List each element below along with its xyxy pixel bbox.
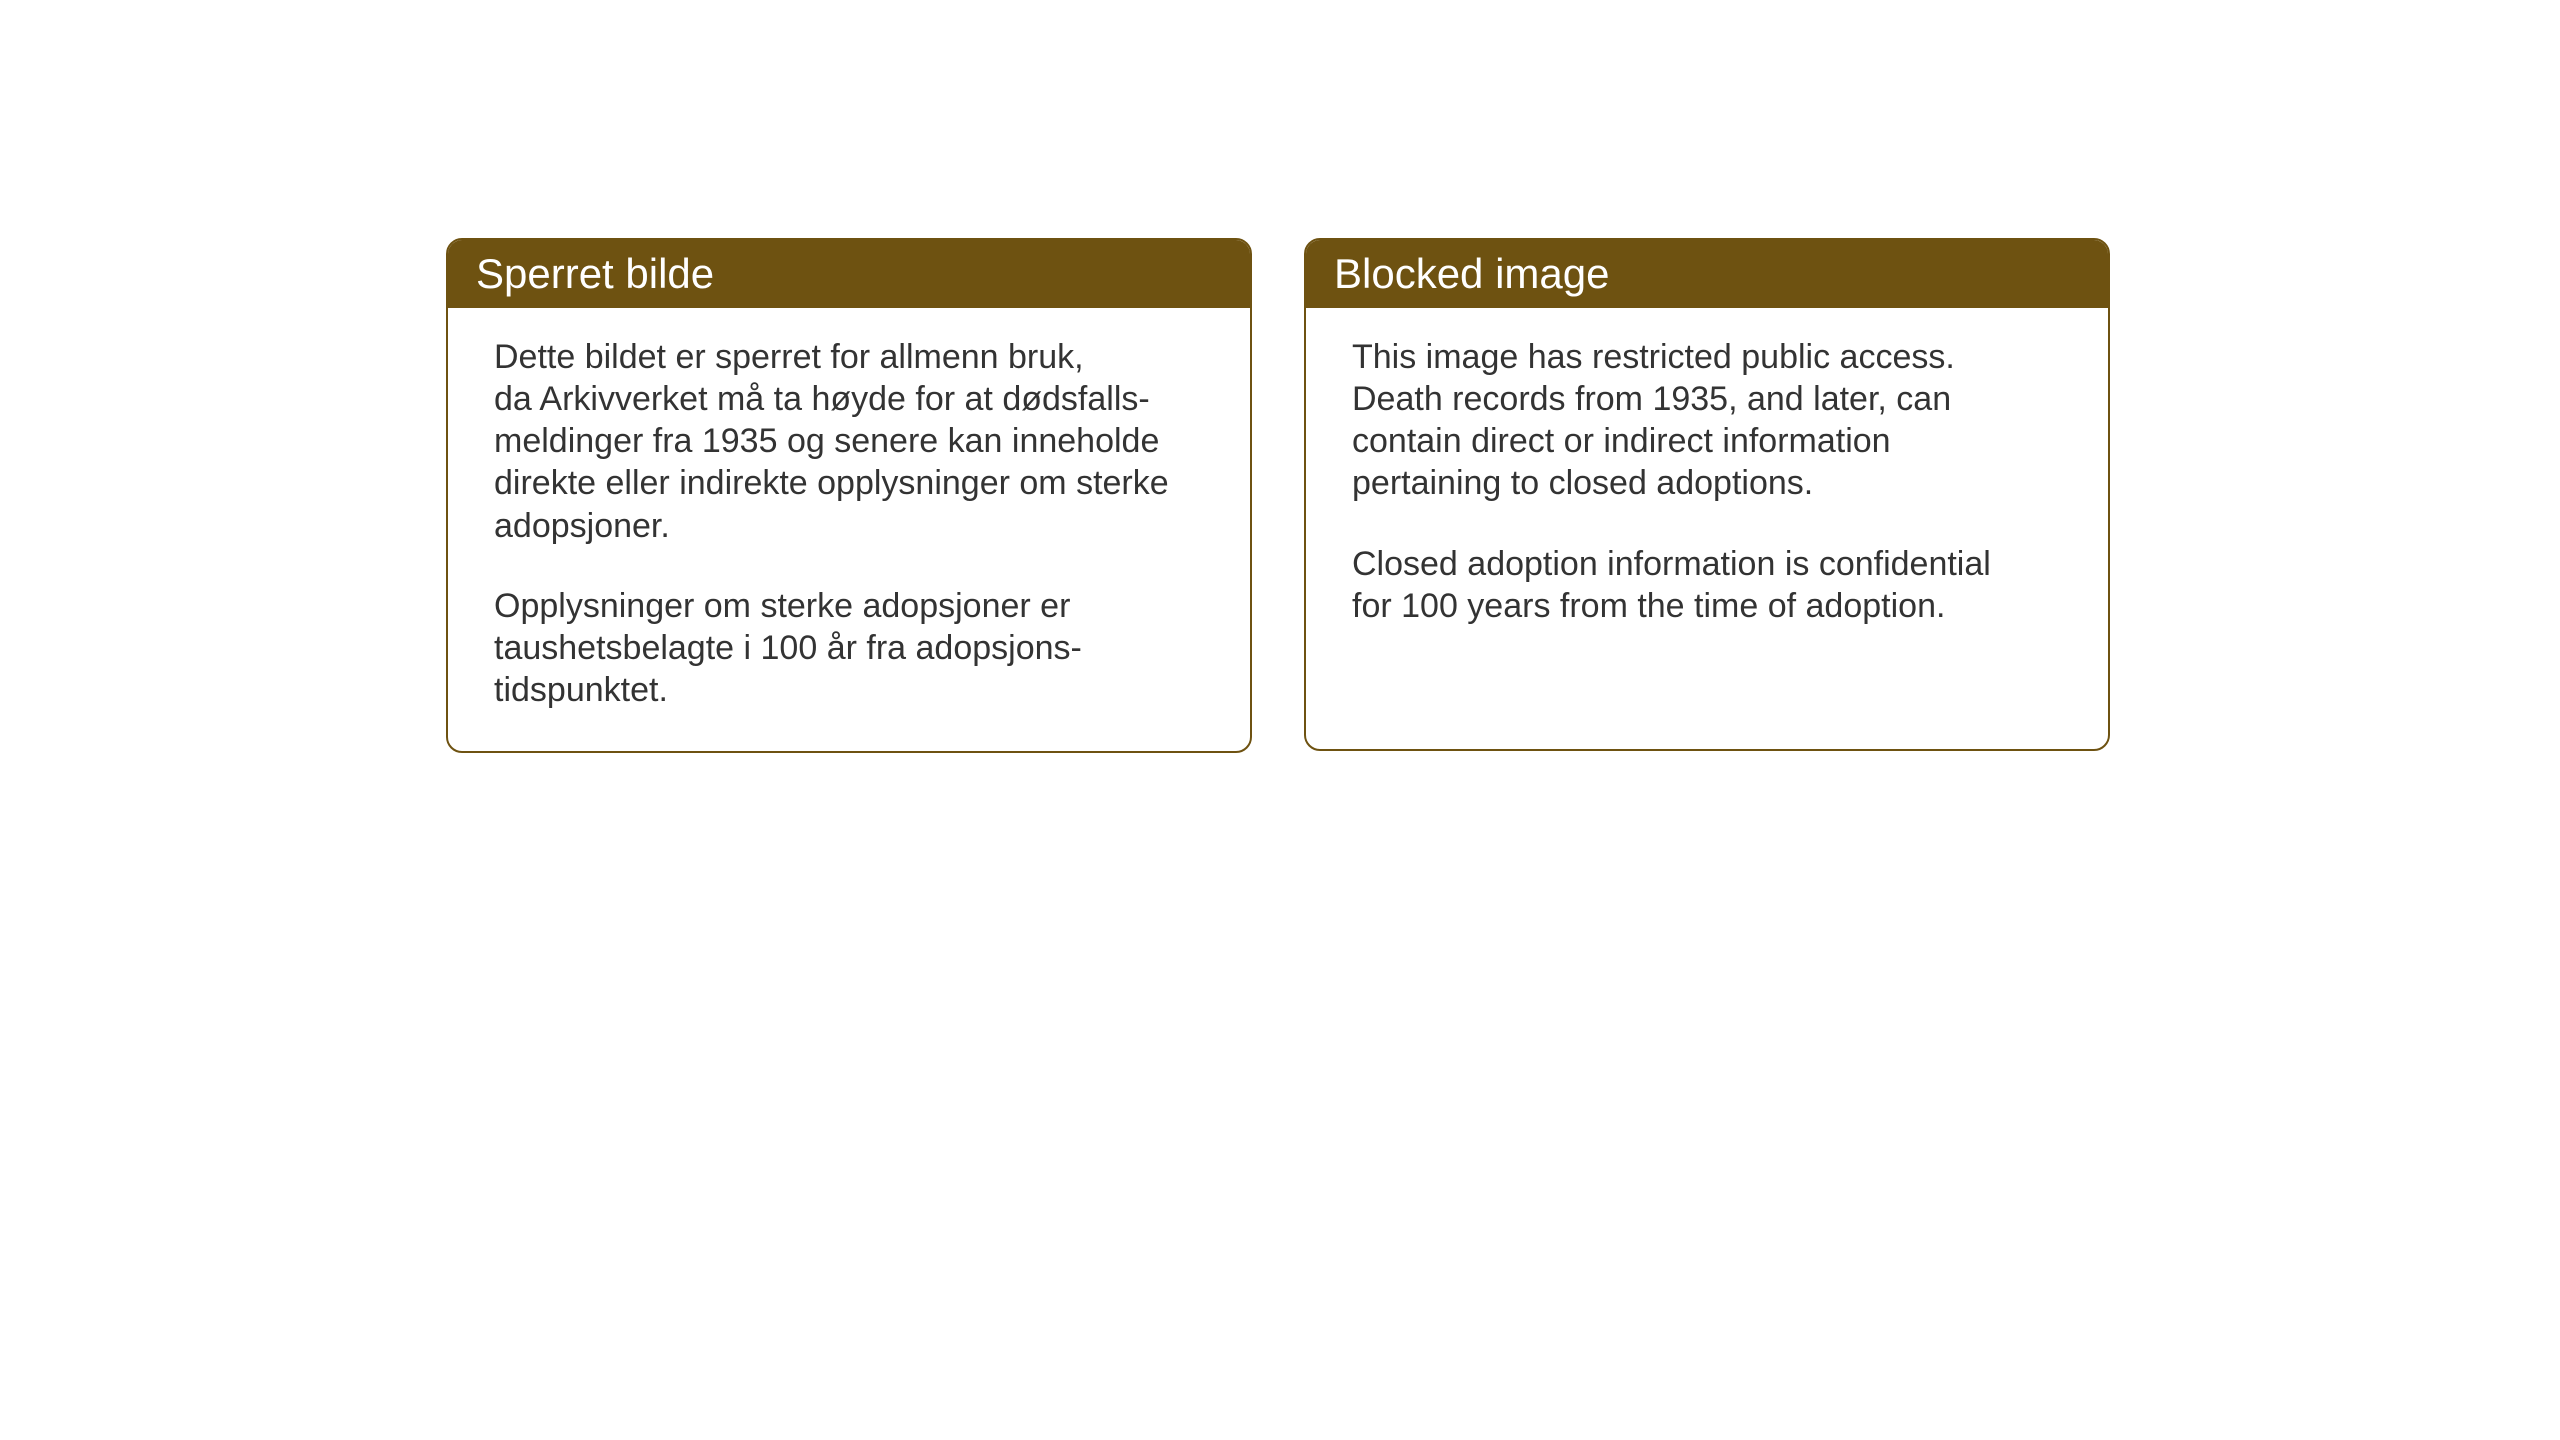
card-title-english: Blocked image xyxy=(1334,250,2080,298)
card-paragraph-2-english: Closed adoption information is confident… xyxy=(1352,543,2062,627)
notice-card-english: Blocked image This image has restricted … xyxy=(1304,238,2110,751)
notice-card-norwegian: Sperret bilde Dette bildet er sperret fo… xyxy=(446,238,1252,753)
notice-container: Sperret bilde Dette bildet er sperret fo… xyxy=(446,238,2110,753)
card-header-english: Blocked image xyxy=(1306,240,2108,308)
card-paragraph-1-english: This image has restricted public access.… xyxy=(1352,336,2062,505)
card-paragraph-1-norwegian: Dette bildet er sperret for allmenn bruk… xyxy=(494,336,1204,547)
card-header-norwegian: Sperret bilde xyxy=(448,240,1250,308)
card-paragraph-2-norwegian: Opplysninger om sterke adopsjoner er tau… xyxy=(494,585,1204,711)
card-body-english: This image has restricted public access.… xyxy=(1306,308,2108,749)
card-title-norwegian: Sperret bilde xyxy=(476,250,1222,298)
card-body-norwegian: Dette bildet er sperret for allmenn bruk… xyxy=(448,308,1250,751)
